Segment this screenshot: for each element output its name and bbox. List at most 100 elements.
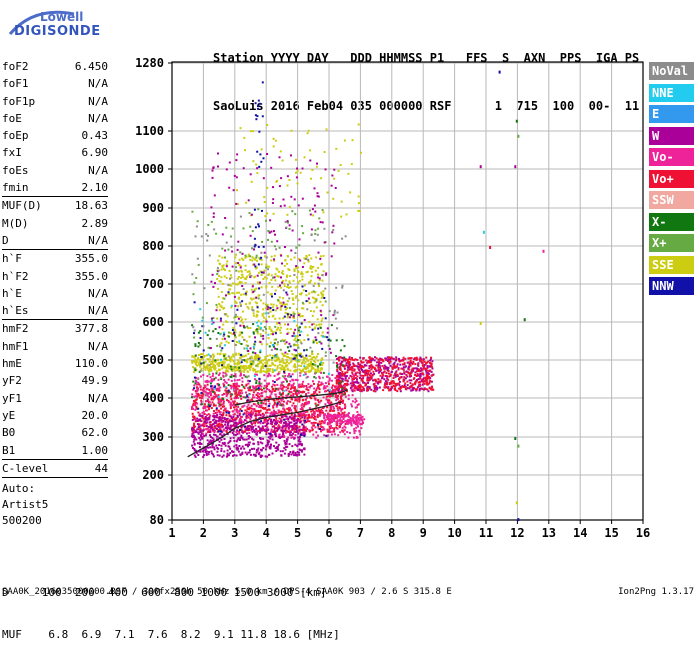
echo-point [330, 352, 332, 354]
echo-point [419, 358, 421, 360]
echo-point [341, 419, 343, 421]
echo-point [250, 347, 252, 349]
echo-point [319, 401, 321, 403]
echo-point [272, 380, 274, 382]
echo-point [288, 455, 290, 457]
echo-point [203, 362, 205, 364]
echo-point [198, 433, 200, 435]
echo-point [211, 378, 213, 380]
echo-point [220, 439, 222, 441]
echo-point [331, 324, 333, 326]
echo-point [338, 412, 340, 414]
echo-point [260, 362, 262, 364]
echo-point [301, 404, 303, 406]
echo-point [241, 410, 243, 412]
echo-point [402, 360, 404, 362]
echo-point [258, 131, 260, 133]
echo-point [337, 428, 339, 430]
echo-point [357, 424, 359, 426]
echo-point [340, 364, 342, 366]
echo-point [233, 440, 235, 442]
echo-point [349, 191, 351, 193]
echo-point [262, 367, 264, 369]
echo-point [237, 283, 239, 285]
echo-point [405, 388, 407, 390]
echo-point [206, 240, 208, 242]
echo-point [316, 342, 318, 344]
echo-point [228, 368, 230, 370]
echo-point [261, 241, 263, 243]
echo-point [217, 332, 219, 334]
echo-point [213, 166, 215, 168]
echo-point [302, 168, 304, 170]
echo-point [209, 401, 211, 403]
echo-point [217, 260, 219, 262]
echo-point [230, 415, 232, 417]
echo-point [229, 293, 231, 295]
echo-point [289, 432, 291, 434]
echo-point [344, 368, 346, 370]
y-tick-label: 1100 [135, 124, 164, 138]
echo-point [221, 328, 223, 330]
echo-point [346, 359, 348, 361]
echo-point [269, 345, 271, 347]
echo-point [242, 381, 244, 383]
echo-point [326, 376, 328, 378]
echo-point [298, 204, 300, 206]
echo-point [333, 420, 335, 422]
echo-point [240, 448, 242, 450]
echo-point [293, 317, 295, 319]
echo-point [196, 226, 198, 228]
echo-point [241, 271, 243, 273]
echo-point [213, 228, 215, 230]
echo-point [282, 358, 284, 360]
echo-point [200, 392, 202, 394]
echo-point [270, 419, 272, 421]
echo-point [319, 364, 321, 366]
echo-point [317, 353, 319, 355]
echo-point [355, 374, 357, 376]
echo-point [219, 401, 221, 403]
echo-point [311, 324, 313, 326]
echo-point [306, 401, 308, 403]
echo-point [267, 375, 269, 377]
echo-point [303, 432, 305, 434]
echo-point [286, 443, 288, 445]
echo-point [321, 320, 323, 322]
echo-point [208, 426, 210, 428]
echo-point [258, 287, 260, 289]
echo-point [242, 311, 244, 313]
echo-point [349, 417, 351, 419]
echo-point [257, 105, 259, 107]
echo-point [265, 328, 267, 330]
echo-point [341, 287, 343, 289]
echo-point [210, 376, 212, 378]
echo-point [229, 452, 231, 454]
echo-point [287, 324, 289, 326]
echo-point [317, 416, 319, 418]
echo-point [331, 427, 333, 429]
echo-point [340, 416, 342, 418]
echo-point [203, 349, 205, 351]
echo-point [251, 247, 253, 249]
echo-point [203, 425, 205, 427]
echo-point [314, 426, 316, 428]
echo-point [254, 352, 256, 354]
echo-point [276, 305, 278, 307]
echo-point [350, 387, 352, 389]
echo-point [254, 266, 256, 268]
echo-point [319, 391, 321, 393]
echo-point [286, 328, 288, 330]
echo-point [363, 375, 365, 377]
echo-point [379, 361, 381, 363]
echo-point [315, 270, 317, 272]
echo-point [340, 414, 342, 416]
echo-point [206, 409, 208, 411]
echo-point [209, 392, 211, 394]
echo-point [193, 396, 195, 398]
echo-point [376, 389, 378, 391]
echo-point [296, 325, 298, 327]
echo-point [253, 422, 255, 424]
echo-point [220, 411, 222, 413]
echo-point [275, 273, 277, 275]
